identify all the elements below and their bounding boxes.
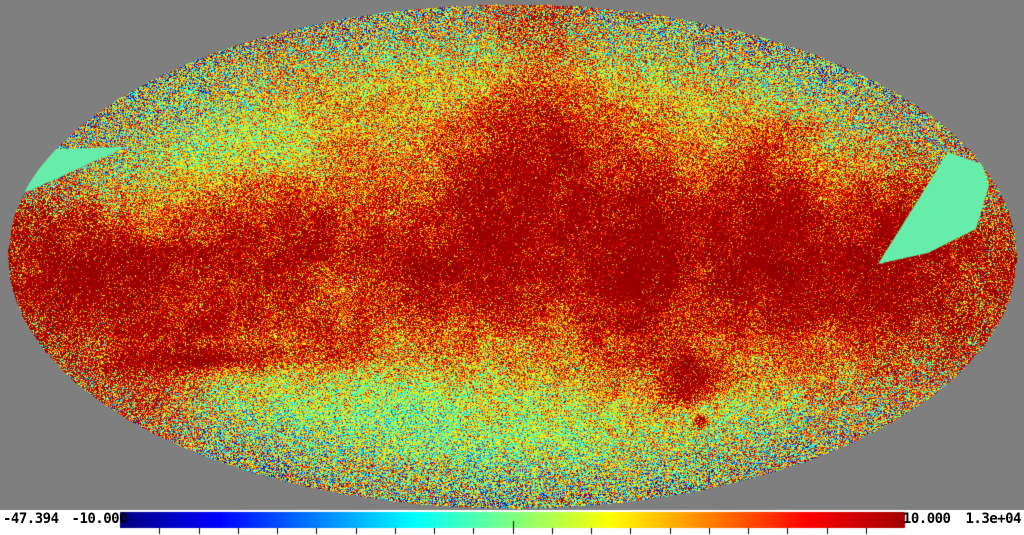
colorbar-cmin-label: -10.000 xyxy=(71,511,128,527)
colorbar-left-labels: -47.394 -10.000 xyxy=(0,511,128,527)
colorbar-right-labels: 10.000 1.3e+04 xyxy=(903,511,1024,527)
colorbar-cmax-label: 10.000 xyxy=(902,511,951,527)
colorbar-labels: -47.394 -10.000 10.000 1.3e+04 xyxy=(0,507,1024,531)
colorbar-datamin-label: -47.394 xyxy=(3,511,59,527)
colorbar-datamax-label: 1.3e+04 xyxy=(965,511,1021,527)
